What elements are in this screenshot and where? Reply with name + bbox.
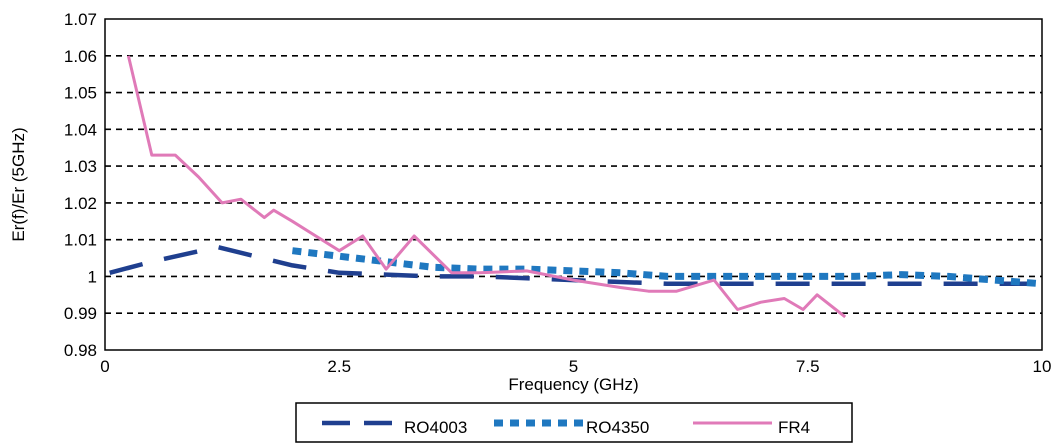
legend-label-ro4350: RO4350 bbox=[586, 418, 649, 437]
x-axis-label: Frequency (GHz) bbox=[508, 375, 638, 394]
y-tick-label-7: 1.05 bbox=[64, 84, 97, 103]
x-tick-label-1: 2.5 bbox=[327, 357, 351, 376]
y-tick-label-1: 0.99 bbox=[64, 304, 97, 323]
x-tick-label-2: 5 bbox=[569, 357, 578, 376]
y-tick-label-3: 1.01 bbox=[64, 231, 97, 250]
y-tick-label-5: 1.03 bbox=[64, 157, 97, 176]
y-tick-label-9: 1.07 bbox=[64, 10, 97, 29]
gridlines bbox=[105, 54, 1042, 315]
y-axis-label: Er(f)/Er (5GHz) bbox=[9, 127, 28, 241]
y-tick-label-6: 1.04 bbox=[64, 120, 97, 139]
data-series bbox=[109, 55, 1043, 319]
y-tick-label-0: 0.98 bbox=[64, 341, 97, 360]
series-line-ro4350 bbox=[291, 247, 1043, 288]
y-tick-label-2: 1 bbox=[88, 267, 97, 286]
tick-labels: 0 2.5 5 7.5 10 0.98 0.99 1 1.01 1.02 1.03 1.04 1.05 1… bbox=[64, 10, 1052, 376]
plot-frame bbox=[104, 18, 1043, 351]
y-tick-label-8: 1.06 bbox=[64, 47, 97, 66]
x-tick-label-0: 0 bbox=[100, 357, 109, 376]
y-tick-label-4: 1.02 bbox=[64, 194, 97, 213]
series-line-ro4003 bbox=[109, 244, 1042, 287]
legend: RO4003 RO4350 FR4 bbox=[295, 402, 853, 443]
axes bbox=[104, 18, 1043, 351]
x-tick-label-3: 7.5 bbox=[796, 357, 820, 376]
x-tick-label-4: 10 bbox=[1033, 357, 1052, 376]
legend-label-fr4: FR4 bbox=[778, 418, 810, 437]
legend-label-ro4003: RO4003 bbox=[404, 418, 467, 437]
series-line-fr4 bbox=[126, 55, 847, 319]
